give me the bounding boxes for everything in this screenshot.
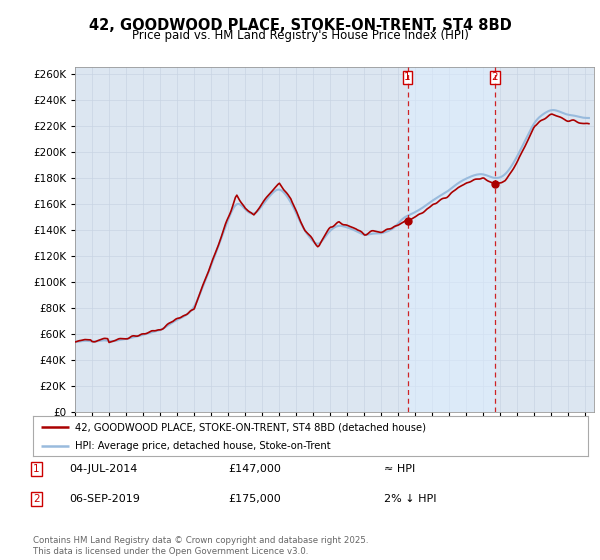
Text: 06-SEP-2019: 06-SEP-2019 <box>69 494 140 504</box>
Text: HPI: Average price, detached house, Stoke-on-Trent: HPI: Average price, detached house, Stok… <box>74 441 330 451</box>
Text: 1: 1 <box>404 72 411 82</box>
Bar <box>407 67 495 412</box>
Text: £147,000: £147,000 <box>228 464 281 474</box>
Text: Price paid vs. HM Land Registry's House Price Index (HPI): Price paid vs. HM Land Registry's House … <box>131 29 469 42</box>
Text: 2: 2 <box>491 72 498 82</box>
Text: ≈ HPI: ≈ HPI <box>384 464 415 474</box>
Text: 2% ↓ HPI: 2% ↓ HPI <box>384 494 437 504</box>
Text: £175,000: £175,000 <box>228 494 281 504</box>
Text: 1: 1 <box>33 464 40 474</box>
Text: 42, GOODWOOD PLACE, STOKE-ON-TRENT, ST4 8BD: 42, GOODWOOD PLACE, STOKE-ON-TRENT, ST4 … <box>89 18 511 33</box>
Text: 04-JUL-2014: 04-JUL-2014 <box>69 464 137 474</box>
Text: 42, GOODWOOD PLACE, STOKE-ON-TRENT, ST4 8BD (detached house): 42, GOODWOOD PLACE, STOKE-ON-TRENT, ST4 … <box>74 422 425 432</box>
Text: 2: 2 <box>33 494 40 504</box>
Text: Contains HM Land Registry data © Crown copyright and database right 2025.
This d: Contains HM Land Registry data © Crown c… <box>33 536 368 556</box>
